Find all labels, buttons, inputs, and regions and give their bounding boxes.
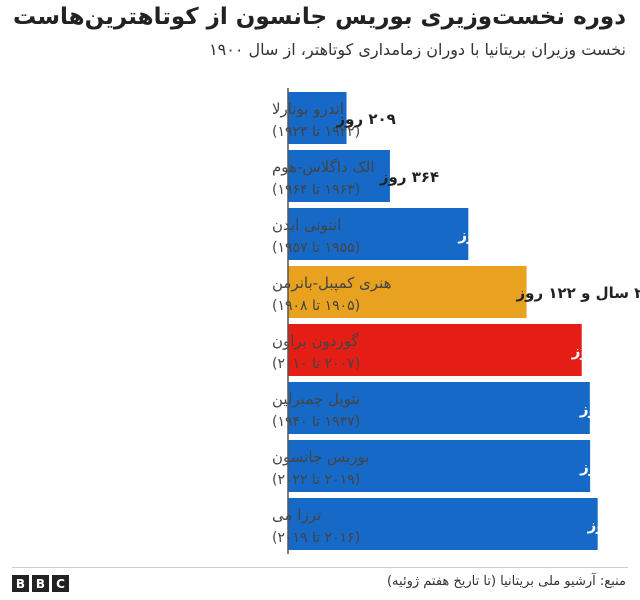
bar-value-label: ۳۶۴ روز: [379, 168, 439, 186]
bar: [288, 382, 590, 434]
bar-value-label: ۲ سال و ۳۴۹ روز: [579, 458, 640, 476]
bbc-logo-letter: B: [32, 575, 49, 592]
bar: [288, 324, 582, 376]
bar-value-label: ۳ سال و ۱۱ روز: [587, 516, 640, 534]
category-name-label: ترزا می: [272, 506, 321, 524]
bar: [288, 440, 591, 492]
bar-value-label: ۲ سال و ۱۲۲ روز: [516, 284, 640, 302]
category-name-label: بوریس جانسون: [272, 448, 369, 466]
category-years-label: (۱۹۵۵ تا ۱۹۵۷): [272, 240, 360, 256]
bbc-logo-letter: B: [12, 575, 29, 592]
category-name-label: اندرو بونارلا: [272, 100, 344, 118]
category-name-label: نتویل چمبرلین: [272, 390, 360, 408]
category-name-label: الک داگلاس-هوم: [272, 158, 375, 176]
footer-divider: [12, 567, 628, 568]
source-note: منبع: آرشیو ملی بریتانیا (تا تاریخ هفتم …: [386, 574, 626, 589]
bar: [288, 498, 598, 550]
bar: [288, 208, 469, 260]
bar: [288, 92, 347, 144]
bar-value-label: ۲۰۹ روز: [336, 110, 396, 128]
chart-subtitle: نخست وزیران بریتانیا با دوران زمامداری ک…: [209, 40, 626, 59]
category-name-label: هنری کمپبل-بانرمن: [272, 274, 392, 293]
category-years-label: (۱۹۰۵ تا ۱۹۰۸): [272, 298, 360, 314]
category-years-label: (۲۰۱۹ تا ۲۰۲۲): [272, 472, 360, 488]
category-years-label: (۱۹۲۲ تا ۱۹۲۳): [272, 124, 360, 140]
category-years-label: (۲۰۱۶ تا ۲۰۱۹): [272, 530, 360, 546]
category-name-label: انتونی ایدن: [272, 216, 341, 234]
bar: [288, 150, 390, 202]
bar: [288, 266, 527, 318]
bar-value-label: ۲ سال و ۳۴۸ روز: [579, 400, 640, 418]
category-years-label: (۲۰۰۷ تا ۲۰۱۰): [272, 356, 360, 372]
bbc-logo-letter: C: [52, 575, 69, 592]
bar-value-label: ۲ سال و ۳۱۹ روز: [571, 342, 640, 360]
chart-title: دوره نخست‌وزیری بوریس جانسون از کوتاهتری…: [13, 4, 626, 30]
bar-value-label: ۱ سال و ۲۷۹ روز: [457, 226, 585, 244]
bbc-logo: B B C: [12, 575, 69, 592]
category-years-label: (۱۹۶۳ تا ۱۹۶۴): [272, 182, 360, 198]
category-name-label: گوردون براون: [272, 332, 360, 350]
category-years-label: (۱۹۳۷ تا ۱۹۴۰): [272, 414, 360, 430]
